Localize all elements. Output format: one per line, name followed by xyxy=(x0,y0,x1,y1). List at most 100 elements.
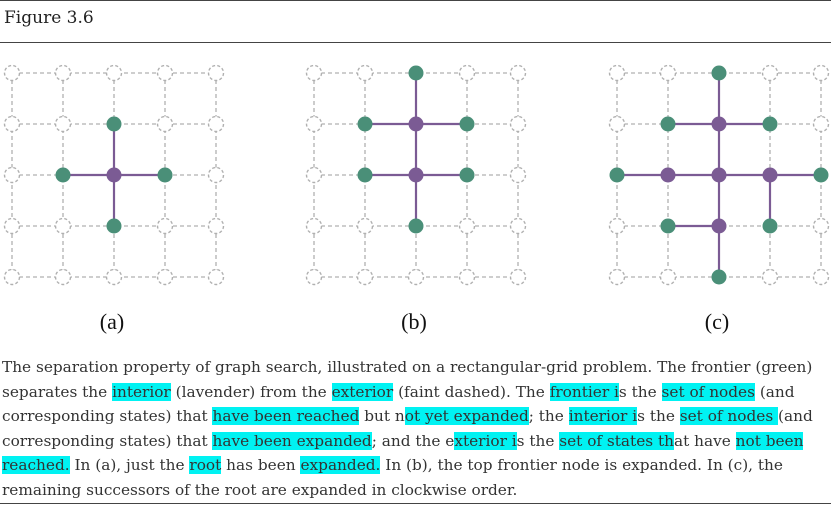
caption-highlight: expanded. xyxy=(300,456,381,474)
frontier-node xyxy=(357,116,373,132)
exterior-node xyxy=(356,268,374,286)
caption-highlight: interior i xyxy=(568,407,638,425)
interior-node xyxy=(711,218,727,234)
frontier-node xyxy=(157,167,173,183)
caption-text: (and corresponding states) that xyxy=(2,382,795,426)
caption-highlight: frontier i xyxy=(549,382,619,401)
exterior-node xyxy=(608,64,626,82)
exterior-node xyxy=(608,115,626,133)
caption-highlight: xterior i xyxy=(454,431,517,450)
exterior-node xyxy=(3,268,21,286)
exterior-node xyxy=(509,217,527,235)
caption-text: but n xyxy=(359,407,405,425)
figure-caption: The separation property of graph search,… xyxy=(2,355,828,502)
exterior-node xyxy=(659,64,677,82)
interior-node xyxy=(711,116,727,132)
frontier-node xyxy=(357,167,373,183)
caption-text: The separation property of graph search,… xyxy=(2,358,813,401)
caption-text: In (b), the top frontier node is expande… xyxy=(2,456,783,499)
exterior-node xyxy=(659,268,677,286)
caption-text: has been xyxy=(221,456,301,474)
exterior-node xyxy=(509,64,527,82)
exterior-node xyxy=(156,268,174,286)
interior-node xyxy=(106,167,122,183)
exterior-node xyxy=(207,268,225,286)
caption-text: (lavender) from the xyxy=(170,382,332,401)
exterior-node xyxy=(509,166,527,184)
exterior-node xyxy=(812,268,830,286)
caption-highlight: have been reached xyxy=(212,407,360,425)
exterior-node xyxy=(458,64,476,82)
exterior-node xyxy=(54,268,72,286)
caption-text: ; the xyxy=(528,407,569,425)
caption-text: s the xyxy=(516,431,560,450)
caption-highlight: interior xyxy=(112,382,171,401)
caption-text: s the xyxy=(618,382,662,401)
exterior-node xyxy=(207,217,225,235)
exterior-node xyxy=(608,268,626,286)
frontier-node xyxy=(762,116,778,132)
frontier-node xyxy=(408,218,424,234)
panel-label-b: (b) xyxy=(401,309,427,334)
interior-node xyxy=(408,116,424,132)
caption-highlight: ot yet expanded xyxy=(404,407,529,425)
frontier-node xyxy=(609,167,625,183)
caption-text: (faint dashed). The xyxy=(393,382,550,401)
exterior-node xyxy=(812,64,830,82)
title-rule xyxy=(0,42,831,43)
interior-node xyxy=(660,167,676,183)
frontier-node xyxy=(55,167,71,183)
caption-highlight: root xyxy=(189,456,222,474)
frontier-node xyxy=(660,218,676,234)
bottom-rule xyxy=(0,503,831,504)
frontier-node xyxy=(106,116,122,132)
exterior-node xyxy=(105,268,123,286)
exterior-node xyxy=(54,115,72,133)
exterior-node xyxy=(407,268,425,286)
frontier-node xyxy=(660,116,676,132)
frontier-node xyxy=(106,218,122,234)
exterior-node xyxy=(105,64,123,82)
grid-panel xyxy=(3,64,225,286)
exterior-node xyxy=(156,217,174,235)
grid-panel xyxy=(608,64,830,286)
top-rule xyxy=(0,0,831,1)
figure-title: Figure 3.6 xyxy=(4,8,94,28)
exterior-node xyxy=(156,64,174,82)
exterior-node xyxy=(3,64,21,82)
exterior-node xyxy=(207,64,225,82)
exterior-node xyxy=(608,217,626,235)
exterior-node xyxy=(761,268,779,286)
frontier-node xyxy=(408,65,424,81)
interior-node xyxy=(762,167,778,183)
interior-node xyxy=(711,167,727,183)
caption-highlight: set of nodes xyxy=(661,382,755,401)
caption-text: at have xyxy=(673,431,736,450)
exterior-node xyxy=(305,268,323,286)
exterior-node xyxy=(812,115,830,133)
exterior-node xyxy=(458,217,476,235)
interior-node xyxy=(408,167,424,183)
exterior-node xyxy=(156,115,174,133)
panel-label-a: (a) xyxy=(99,309,125,334)
caption-text: s the xyxy=(637,407,680,425)
exterior-node xyxy=(305,64,323,82)
frontier-node xyxy=(813,167,829,183)
exterior-node xyxy=(509,115,527,133)
exterior-node xyxy=(458,268,476,286)
exterior-node xyxy=(3,217,21,235)
caption-highlight: exterior xyxy=(331,382,394,401)
exterior-node xyxy=(207,115,225,133)
frontier-node xyxy=(762,218,778,234)
frontier-node xyxy=(459,116,475,132)
frontier-node xyxy=(711,269,727,285)
grid-diagrams xyxy=(3,64,830,286)
exterior-node xyxy=(812,217,830,235)
caption-text: In (a), just the xyxy=(69,456,190,474)
caption-text: ; and the e xyxy=(371,431,455,450)
caption-highlight: have been expanded xyxy=(212,431,372,450)
exterior-node xyxy=(761,64,779,82)
caption-text: (and corresponding states) that xyxy=(2,407,813,450)
exterior-node xyxy=(509,268,527,286)
grid-panel xyxy=(305,64,527,286)
